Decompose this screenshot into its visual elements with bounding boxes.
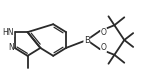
- Text: O: O: [101, 43, 106, 52]
- Text: N: N: [8, 43, 14, 52]
- Text: HN: HN: [2, 28, 14, 37]
- Text: B: B: [84, 36, 90, 45]
- Text: O: O: [101, 28, 106, 37]
